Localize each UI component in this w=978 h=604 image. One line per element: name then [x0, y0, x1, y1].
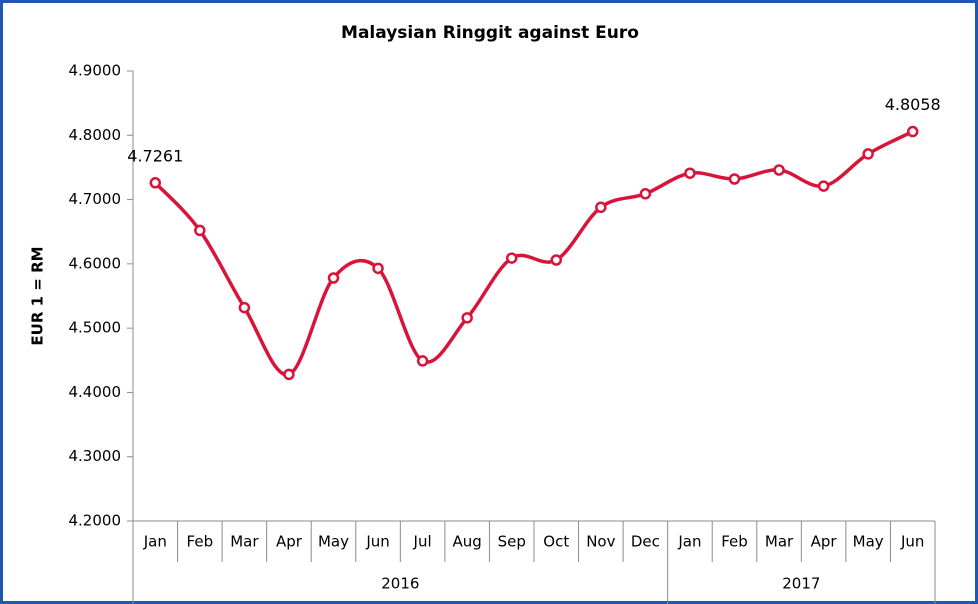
data-point [862, 148, 874, 160]
x-tick-label: Apr [276, 533, 303, 551]
data-label: 4.8058 [885, 95, 941, 114]
y-tick-label: 4.8000 [69, 126, 122, 144]
data-point [194, 224, 206, 237]
group-label: 2017 [782, 575, 820, 593]
x-tick-label: Nov [586, 533, 615, 551]
chart-title: Malaysian Ringgit against Euro [341, 23, 639, 43]
data-point [327, 272, 340, 284]
x-tick-label: Oct [543, 533, 569, 551]
y-tick-label: 4.4000 [69, 383, 122, 401]
data-point [372, 262, 384, 275]
x-tick-label: Feb [721, 533, 748, 551]
x-tick-label: Jan [143, 533, 167, 551]
x-tick-label: May [318, 533, 349, 551]
y-tick-label: 4.7000 [69, 190, 122, 208]
data-point [773, 164, 785, 176]
data-point [639, 188, 652, 200]
data-point [461, 312, 473, 324]
data-point [684, 167, 696, 179]
data-point [283, 368, 295, 381]
data-point [416, 355, 429, 367]
group-label: 2016 [381, 575, 419, 593]
data-point [505, 252, 518, 264]
data-point [906, 125, 919, 138]
data-point [149, 177, 162, 189]
y-tick-label: 4.9000 [69, 62, 122, 80]
x-tick-label: Jun [365, 533, 389, 551]
x-tick-label: Dec [631, 533, 660, 551]
x-tick-label: Aug [453, 533, 482, 551]
y-tick-label: 4.5000 [69, 319, 122, 337]
y-axis-label: EUR 1 = RM [29, 246, 47, 345]
x-tick-label: Mar [230, 533, 259, 551]
x-tick-label: Jun [900, 533, 924, 551]
x-tick-label: Mar [765, 533, 794, 551]
data-point [728, 173, 741, 185]
y-tick-label: 4.6000 [69, 254, 122, 272]
x-tick-label: May [853, 533, 884, 551]
x-tick-label: Jan [677, 533, 701, 551]
data-point [817, 180, 830, 192]
x-tick-label: Apr [811, 533, 838, 551]
y-tick-label: 4.2000 [69, 512, 122, 530]
data-point [550, 254, 563, 266]
y-tick-label: 4.3000 [69, 447, 122, 465]
data-label: 4.7261 [127, 146, 183, 165]
data-point [595, 201, 607, 214]
data-point [238, 301, 251, 314]
x-tick-label: Sep [498, 533, 526, 551]
x-tick-label: Feb [187, 533, 214, 551]
x-tick-label: Jul [413, 533, 432, 551]
